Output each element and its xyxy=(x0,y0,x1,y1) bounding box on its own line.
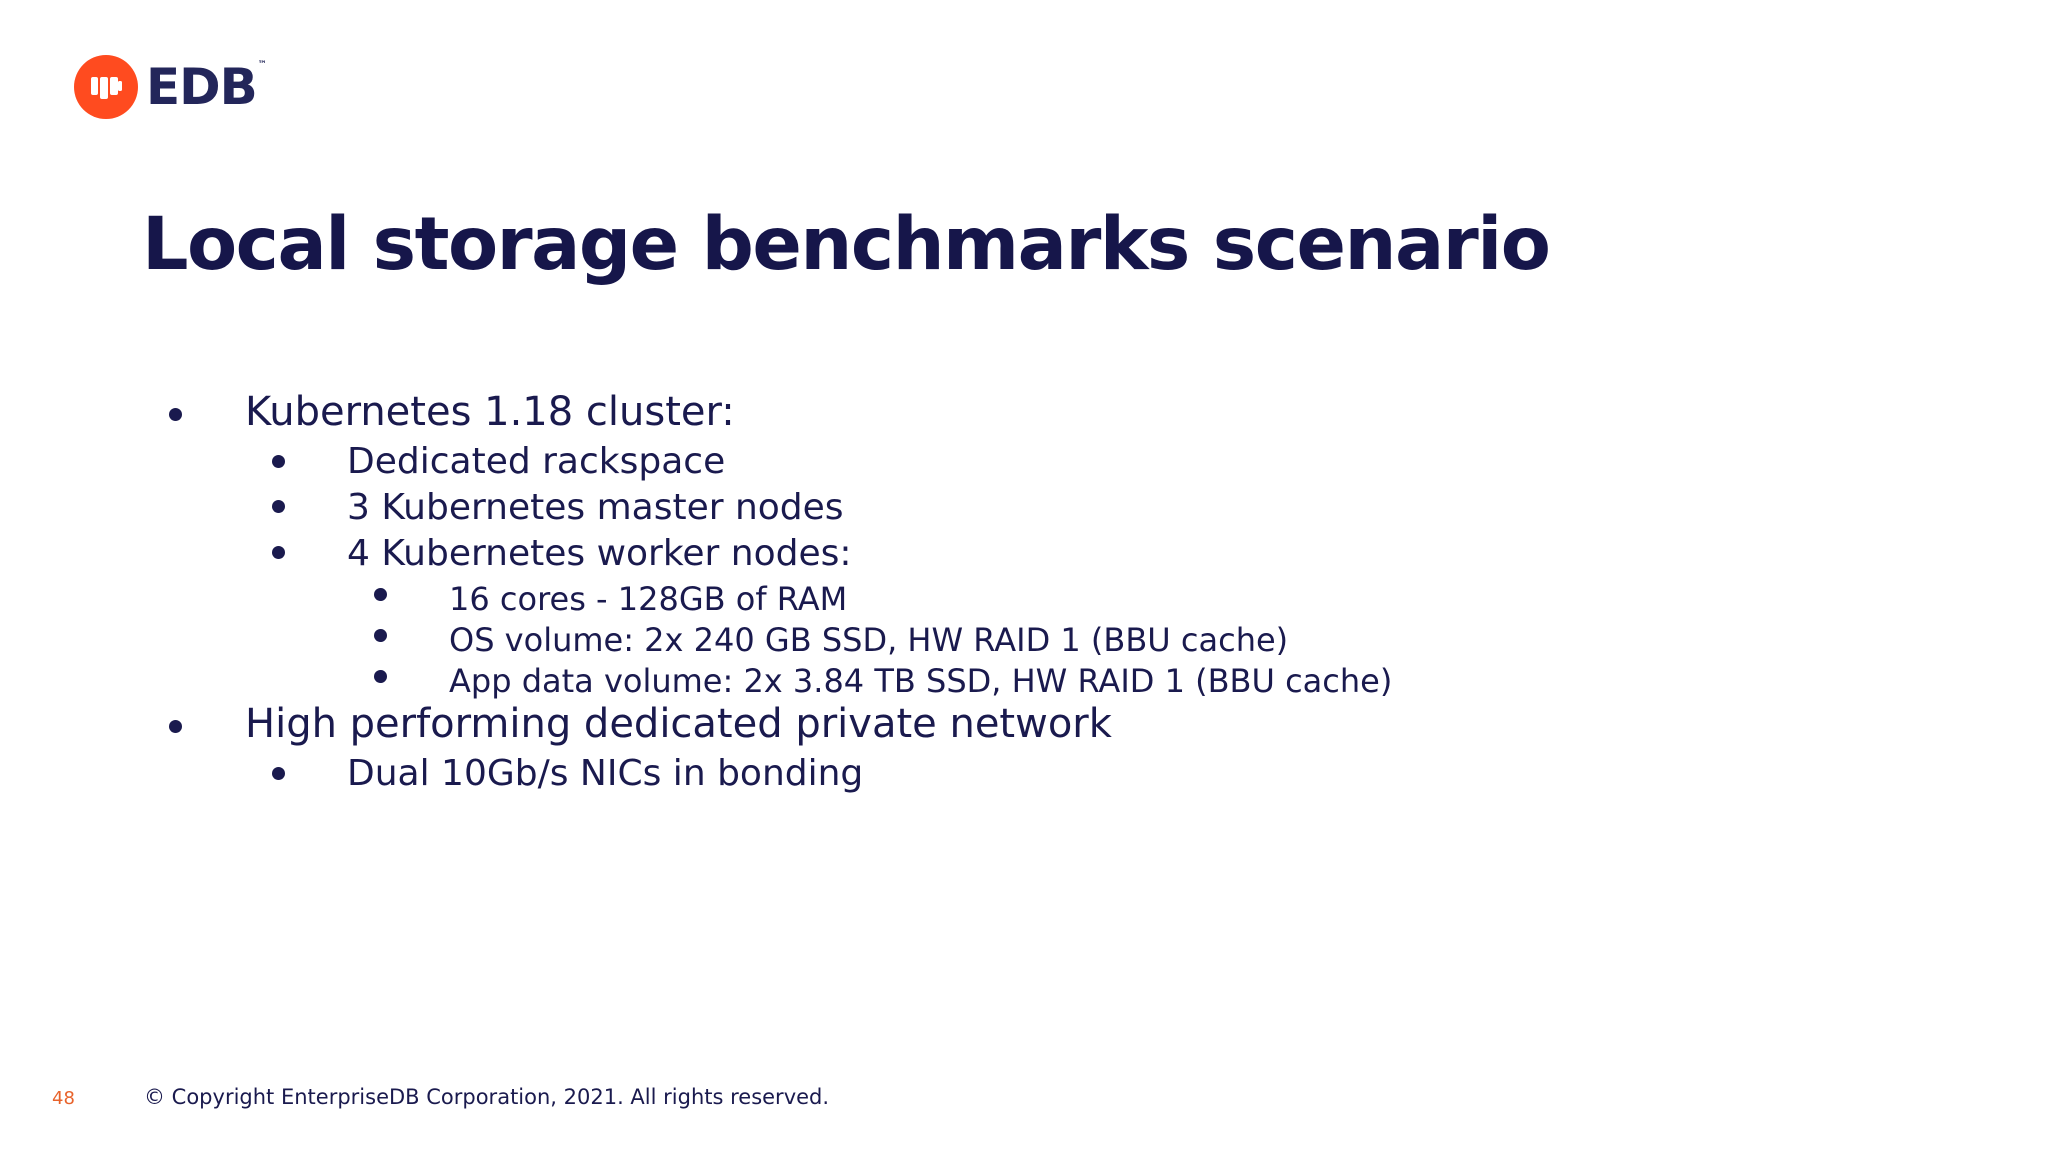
bullet-dot xyxy=(169,408,182,421)
bullet-dot xyxy=(272,500,285,513)
bullet-item: App data volume: 2x 3.84 TB SSD, HW RAID… xyxy=(449,662,1393,700)
trademark-symbol: ™ xyxy=(257,60,267,70)
bullet-dot xyxy=(374,670,387,683)
logo-wordmark: EDB™ xyxy=(146,58,267,116)
bullet-item: High performing dedicated private networ… xyxy=(245,701,1112,747)
bullet-dot xyxy=(374,629,387,642)
bullet-dot xyxy=(169,720,182,733)
copyright-notice: © Copyright EnterpriseDB Corporation, 20… xyxy=(144,1085,830,1109)
bullet-item: 16 cores - 128GB of RAM xyxy=(449,580,848,618)
bullet-item: Dedicated rackspace xyxy=(347,441,726,482)
bullet-item: OS volume: 2x 240 GB SSD, HW RAID 1 (BBU… xyxy=(449,621,1289,659)
bullet-item: 3 Kubernetes master nodes xyxy=(347,487,844,528)
bullet-dot xyxy=(272,767,285,780)
bullet-dot xyxy=(272,546,285,559)
bullet-item: 4 Kubernetes worker nodes: xyxy=(347,533,852,574)
edb-logo: EDB™ xyxy=(74,55,267,119)
slide-title: Local storage benchmarks scenario xyxy=(142,202,1551,287)
slide-page-number: 48 xyxy=(52,1088,75,1109)
bullet-item: Kubernetes 1.18 cluster: xyxy=(245,389,735,435)
bullet-dot xyxy=(374,588,387,601)
edb-elephant-icon xyxy=(74,55,138,119)
bullet-item: Dual 10Gb/s NICs in bonding xyxy=(347,753,864,794)
bullet-dot xyxy=(272,455,285,468)
